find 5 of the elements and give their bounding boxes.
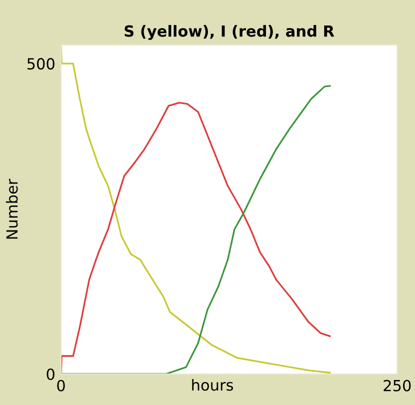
y-tick-label: 500	[27, 58, 54, 70]
y-axis-title: Number	[6, 178, 18, 239]
x-axis-title: hours	[192, 378, 234, 391]
x-tick-label: 250	[384, 380, 411, 392]
chart-title: S (yellow), I (red), and R	[124, 25, 334, 40]
